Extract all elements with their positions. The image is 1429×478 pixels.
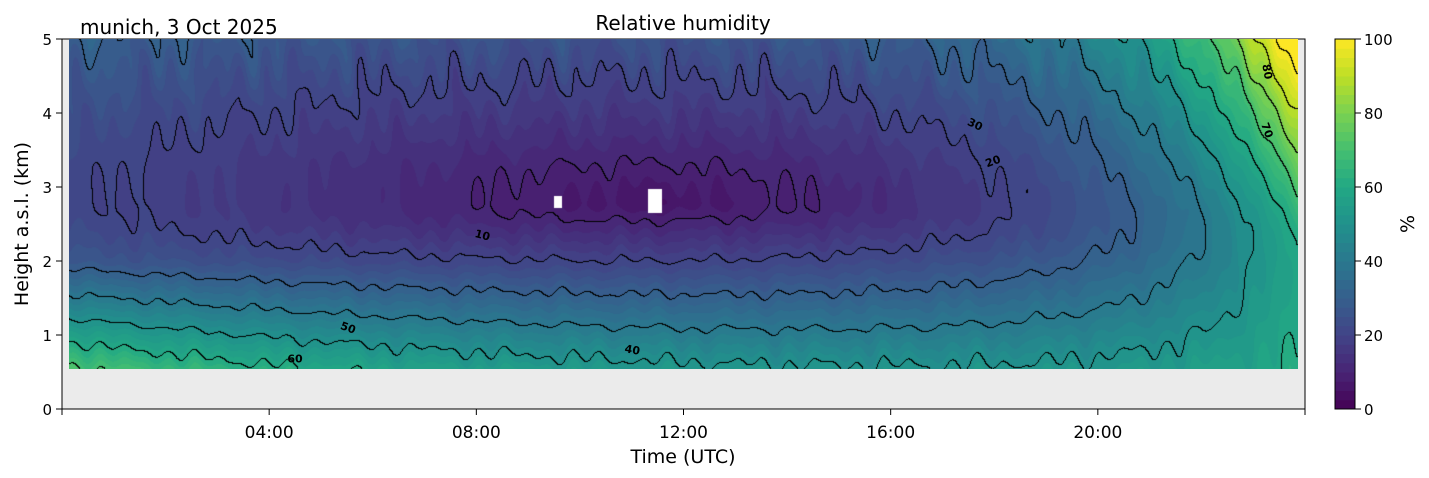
colorbar-tick-label: 40 xyxy=(1364,253,1383,271)
colorbar-band xyxy=(1335,177,1355,188)
x-axis-label: Time (UTC) xyxy=(629,446,735,468)
colorbar-band xyxy=(1335,150,1355,160)
colorbar-band xyxy=(1335,85,1355,95)
colorbar-band xyxy=(1335,233,1355,243)
humidity-field xyxy=(69,39,1298,369)
colorbar-band xyxy=(1335,94,1355,105)
colorbar-tick-label: 0 xyxy=(1364,401,1374,419)
chart-title: Relative humidity xyxy=(595,11,770,35)
colorbar-band xyxy=(1335,140,1355,151)
colorbar-axis: 0 20 40 60 80 100 xyxy=(1355,31,1393,419)
y-tick-label: 2 xyxy=(42,253,52,271)
colorbar-band xyxy=(1335,325,1355,336)
colorbar-band xyxy=(1335,205,1355,216)
y-tick-label: 3 xyxy=(42,179,52,197)
colorbar-band xyxy=(1335,279,1355,290)
y-tick-label: 4 xyxy=(42,105,52,123)
y-tick-label: 5 xyxy=(42,31,52,49)
colorbar-tick-label: 60 xyxy=(1364,179,1383,197)
colorbar-band xyxy=(1335,57,1355,68)
x-tick-label: 08:00 xyxy=(452,423,501,443)
colorbar-band xyxy=(1335,298,1355,308)
x-axis: 04:00 08:00 12:00 16:00 20:00 xyxy=(61,409,1306,443)
x-tick-label: 12:00 xyxy=(659,423,708,443)
y-tick-label: 1 xyxy=(42,327,52,345)
location-date-label: munich, 3 Oct 2025 xyxy=(80,15,278,39)
colorbar-band xyxy=(1335,381,1355,391)
x-tick-label: 20:00 xyxy=(1073,423,1122,443)
colorbar-tick-label: 20 xyxy=(1364,327,1383,345)
colorbar-band xyxy=(1335,390,1355,401)
x-tick-label: 04:00 xyxy=(245,423,294,443)
colorbar-band xyxy=(1335,159,1355,169)
colorbar-tick-label: 80 xyxy=(1364,105,1383,123)
colorbar-band xyxy=(1335,335,1355,345)
colorbar-band xyxy=(1335,251,1355,262)
colorbar-band xyxy=(1335,48,1355,58)
colorbar-tick-label: 100 xyxy=(1364,31,1393,49)
colorbar-band xyxy=(1335,214,1355,225)
colorbar-band xyxy=(1335,66,1355,77)
y-axis: 0 1 2 3 4 5 xyxy=(42,31,62,419)
colorbar-band xyxy=(1335,242,1355,253)
colorbar-band xyxy=(1335,187,1355,197)
y-tick-label: 0 xyxy=(42,401,52,419)
colorbar-band xyxy=(1335,103,1355,114)
colorbar-band xyxy=(1335,196,1355,206)
colorbar-band xyxy=(1335,353,1355,364)
colorbar-band xyxy=(1335,224,1355,234)
x-tick-label: 16:00 xyxy=(866,423,915,443)
colorbar-frame xyxy=(1334,38,1356,410)
colorbar-band xyxy=(1335,288,1355,299)
colorbar-band xyxy=(1335,168,1355,179)
y-axis-label: Height a.s.l. (km) xyxy=(11,142,33,306)
colorbar-band xyxy=(1335,131,1355,142)
colorbar-band xyxy=(1335,113,1355,123)
colorbar-band xyxy=(1335,307,1355,317)
colorbar-band xyxy=(1335,316,1355,327)
colorbar-band xyxy=(1335,39,1355,49)
colorbar xyxy=(1335,39,1355,410)
colorbar-band xyxy=(1335,76,1355,86)
colorbar-label: % xyxy=(1397,215,1419,233)
colorbar-band xyxy=(1335,399,1355,410)
colorbar-band xyxy=(1335,372,1355,382)
colorbar-band xyxy=(1335,122,1355,132)
colorbar-band xyxy=(1335,270,1355,280)
colorbar-band xyxy=(1335,344,1355,354)
colorbar-band xyxy=(1335,261,1355,271)
colorbar-band xyxy=(1335,362,1355,373)
